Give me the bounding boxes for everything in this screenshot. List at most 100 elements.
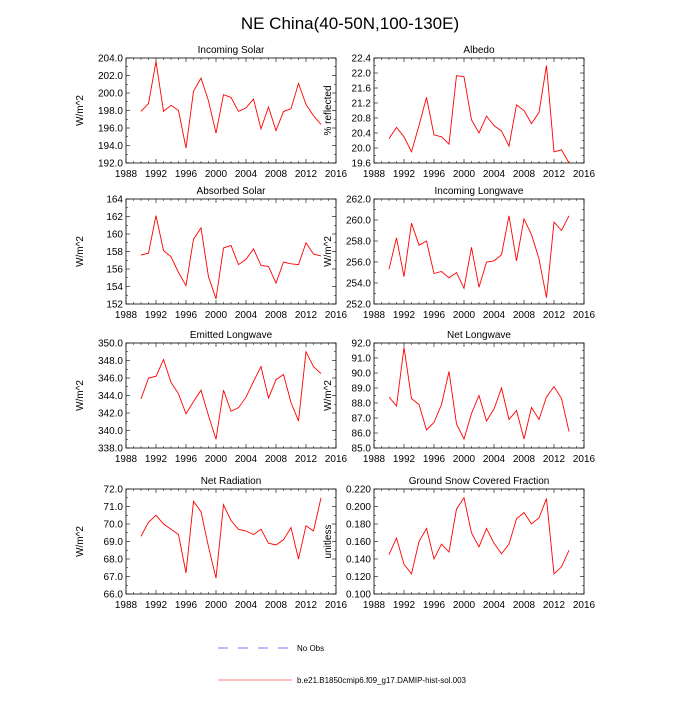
chart-title: Emitted Longwave bbox=[190, 330, 273, 341]
x-tick-label: 1996 bbox=[175, 600, 198, 611]
x-tick-label: 2004 bbox=[235, 169, 258, 180]
y-tick-label: 338.0 bbox=[98, 444, 123, 455]
y-tick-label: 69.0 bbox=[104, 537, 124, 548]
x-tick-label: 2008 bbox=[513, 454, 536, 465]
x-tick-label: 2016 bbox=[573, 310, 596, 321]
x-tick-label: 1992 bbox=[145, 169, 168, 180]
chart-panel: Incoming Solar 1988 1992 1996 2000 2004 2008 20… bbox=[75, 45, 348, 180]
y-tick-label: 192.0 bbox=[98, 159, 123, 170]
x-tick-label: 2008 bbox=[265, 169, 288, 180]
y-tick-label: 346.0 bbox=[98, 374, 123, 385]
x-tick-label: 1988 bbox=[115, 600, 138, 611]
series-line bbox=[140, 497, 322, 579]
x-tick-label: 2016 bbox=[325, 310, 348, 321]
y-tick-label: 87.0 bbox=[352, 414, 372, 425]
x-tick-label: 1988 bbox=[363, 600, 386, 611]
y-tick-label: 66.0 bbox=[104, 590, 124, 601]
y-tick-label: 158 bbox=[106, 247, 123, 258]
series-line bbox=[140, 350, 322, 440]
x-tick-label: 1988 bbox=[363, 454, 386, 465]
y-axis-label: W/m^2 bbox=[75, 236, 86, 267]
chart-title: Incoming Solar bbox=[198, 45, 265, 56]
y-tick-label: 154 bbox=[106, 282, 123, 293]
y-tick-label: 198.0 bbox=[98, 106, 123, 117]
legend-model-label: b.e21.B1850cmip6.f09_g17.DAMIP-hist-sol.… bbox=[297, 676, 467, 685]
y-axis-label: W/m^2 bbox=[75, 95, 86, 126]
y-tick-label: 86.0 bbox=[352, 429, 372, 440]
x-tick-label: 1992 bbox=[393, 169, 416, 180]
y-axis-label: W/m^2 bbox=[323, 236, 334, 267]
plot-frame bbox=[125, 342, 337, 449]
y-tick-label: 20.8 bbox=[352, 114, 372, 125]
y-tick-label: 160 bbox=[106, 230, 123, 241]
y-tick-label: 256.0 bbox=[346, 258, 371, 269]
chart-panel: Albedo 1988 1992 1996 2000 2004 2008 2012 2016 19… bbox=[323, 45, 596, 180]
x-tick-label: 2008 bbox=[513, 600, 536, 611]
y-axis-label: % reflected bbox=[323, 85, 334, 135]
y-tick-label: 196.0 bbox=[98, 124, 123, 135]
plot-frame bbox=[125, 488, 337, 595]
x-tick-label: 1996 bbox=[423, 454, 446, 465]
y-tick-label: 89.0 bbox=[352, 384, 372, 395]
x-tick-label: 2000 bbox=[453, 310, 476, 321]
chart-panel: Absorbed Solar 1988 1992 1996 2000 2004 2008 20… bbox=[75, 186, 348, 321]
y-tick-label: 21.6 bbox=[352, 84, 372, 95]
x-tick-label: 2008 bbox=[265, 310, 288, 321]
y-tick-label: 70.0 bbox=[104, 520, 124, 531]
x-tick-label: 2004 bbox=[483, 169, 506, 180]
x-tick-label: 2004 bbox=[483, 600, 506, 611]
y-tick-label: 156 bbox=[106, 265, 123, 276]
chart-title: Ground Snow Covered Fraction bbox=[409, 476, 550, 487]
y-tick-label: 260.0 bbox=[346, 216, 371, 227]
y-tick-label: 0.180 bbox=[346, 520, 371, 531]
chart-title: Absorbed Solar bbox=[197, 186, 267, 197]
x-tick-label: 2012 bbox=[295, 454, 318, 465]
plot-frame bbox=[373, 57, 585, 164]
x-tick-label: 2016 bbox=[325, 600, 348, 611]
y-tick-label: 0.120 bbox=[346, 572, 371, 583]
x-tick-label: 1992 bbox=[145, 600, 168, 611]
x-tick-label: 2004 bbox=[235, 310, 258, 321]
y-tick-label: 0.220 bbox=[346, 485, 371, 496]
x-tick-label: 2004 bbox=[235, 600, 258, 611]
y-tick-label: 22.4 bbox=[352, 54, 372, 65]
series-line bbox=[140, 61, 322, 149]
y-tick-label: 71.0 bbox=[104, 502, 124, 513]
series-line bbox=[388, 65, 570, 164]
series-line bbox=[140, 215, 322, 299]
y-tick-label: 68.0 bbox=[104, 555, 124, 566]
x-tick-label: 1988 bbox=[115, 310, 138, 321]
series-line bbox=[388, 347, 570, 441]
chart-title: Incoming Longwave bbox=[435, 186, 524, 197]
y-tick-label: 258.0 bbox=[346, 237, 371, 248]
plot-frame bbox=[125, 198, 337, 305]
x-tick-label: 2004 bbox=[483, 310, 506, 321]
y-tick-label: 22.0 bbox=[352, 69, 372, 80]
x-tick-label: 2000 bbox=[205, 310, 228, 321]
x-tick-label: 1988 bbox=[115, 454, 138, 465]
y-tick-label: 0.100 bbox=[346, 590, 371, 601]
x-tick-label: 2012 bbox=[543, 454, 566, 465]
x-tick-label: 2016 bbox=[573, 454, 596, 465]
chart-panel: Net Radiation 1988 1992 1996 2000 2004 2008 201… bbox=[75, 476, 348, 611]
x-tick-label: 2012 bbox=[295, 600, 318, 611]
chart-panel: Ground Snow Covered Fraction 1988 1992 1996… bbox=[323, 476, 596, 611]
y-tick-label: 67.0 bbox=[104, 572, 124, 583]
y-axis-label: W/m^2 bbox=[75, 380, 86, 411]
x-tick-label: 1992 bbox=[393, 310, 416, 321]
series-line bbox=[388, 496, 570, 575]
x-tick-label: 2008 bbox=[265, 600, 288, 611]
x-tick-label: 2000 bbox=[453, 600, 476, 611]
x-tick-label: 2012 bbox=[295, 310, 318, 321]
x-tick-label: 1992 bbox=[145, 310, 168, 321]
y-tick-label: 20.0 bbox=[352, 144, 372, 155]
x-tick-label: 1996 bbox=[423, 169, 446, 180]
y-tick-label: 91.0 bbox=[352, 354, 372, 365]
y-tick-label: 152 bbox=[106, 300, 123, 311]
y-axis-label: unitless bbox=[323, 525, 334, 559]
x-tick-label: 1988 bbox=[363, 169, 386, 180]
x-tick-label: 2000 bbox=[205, 600, 228, 611]
x-tick-label: 2016 bbox=[325, 169, 348, 180]
x-tick-label: 1996 bbox=[175, 454, 198, 465]
